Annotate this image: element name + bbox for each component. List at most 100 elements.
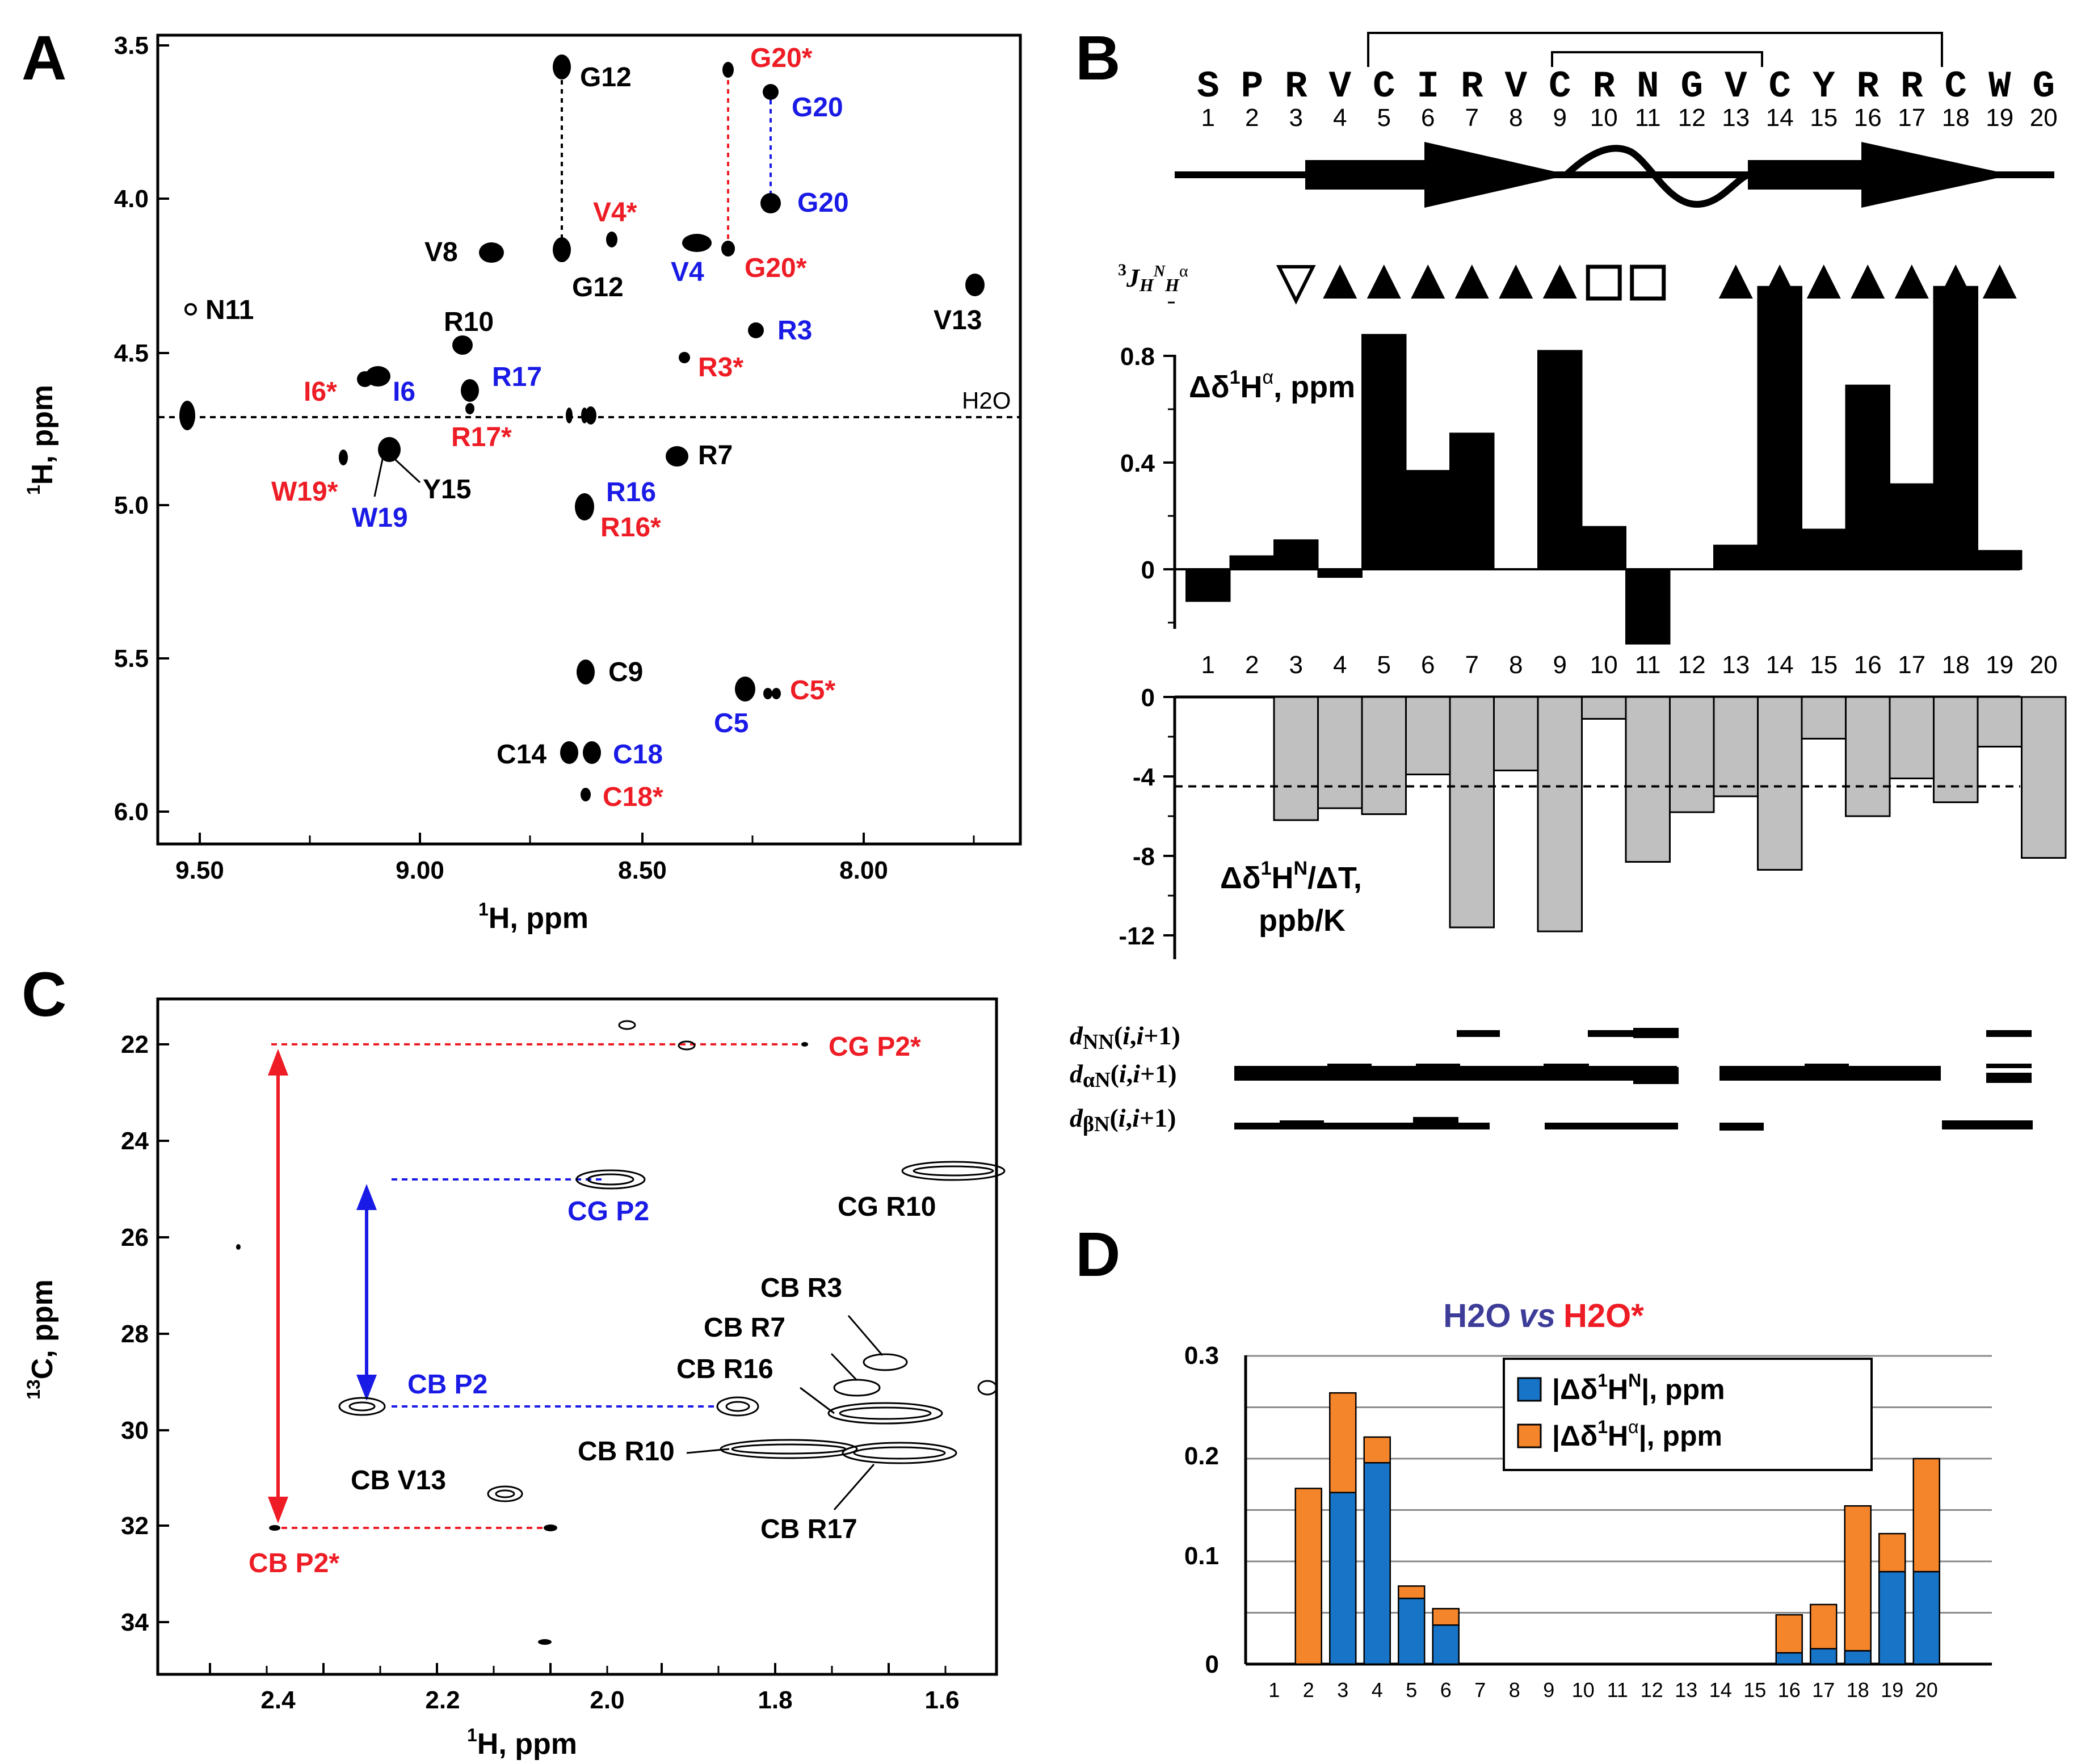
hn-residue-number: 10 [1590,651,1618,679]
panel-a-x-axis: 9.50 9.00 8.50 8.00 [175,833,975,884]
peak [581,408,588,423]
peak [236,1244,241,1250]
noe-bar [1544,1064,1589,1068]
d-xtick: 3 [1337,1678,1348,1702]
hn-title-n: N [1293,858,1307,879]
ha-bars [1185,285,2023,645]
noe-bar [1234,1123,1490,1129]
c-label: CB R10 [578,1437,675,1467]
panel-a-labels: G12 G20* G20 G20 V4* V8 G12 V4 G20* N11 … [205,43,982,812]
hn-residue-number: 13 [1722,651,1750,679]
d-bar-ha [1912,1458,1940,1573]
a-ytick: 4.5 [114,339,149,367]
peak [479,242,504,263]
peak-label: N11 [205,295,254,325]
a-xtick: 8.00 [839,856,888,884]
ha-title-unit: , ppm [1273,370,1355,404]
peak [678,1040,696,1051]
d-ytick: 0 [1205,1650,1219,1678]
peak [585,406,596,425]
noe-connectivities: dNN(i,i+1) dαN(i,i+1) dβN(i,i+1) [1070,1021,2033,1136]
residue-letter: V [1328,65,1351,108]
c-label: CB R17 [760,1514,857,1544]
lg-open: |Δδ [1552,1420,1597,1452]
peak [833,1379,881,1397]
c-label: CG R10 [838,1192,936,1222]
noe-bar [1805,1064,1849,1068]
noe-end: +1) [1140,1059,1177,1088]
residue-number: 7 [1465,104,1479,132]
hn-title-h: H [1271,861,1293,895]
d-xtick: 20 [1915,1678,1938,1702]
hn-tick-label: 0 [1141,684,1155,712]
ha-tick-label: 0.8 [1120,343,1155,371]
panel-letter-b: B [1075,23,1120,93]
noe-sub: βN [1083,1112,1109,1136]
j-coupling-label: 3JHNHα [1118,261,1188,295]
peak-label: R16* [600,513,661,543]
noe-bar [1457,1030,1500,1037]
residue-number: 19 [1986,104,2013,132]
residue-letter: G [1680,65,1703,108]
peak-label: R3* [698,352,743,383]
noe-label-an: dαN(i,i+1) [1070,1059,1177,1092]
hn-bar [1361,696,1407,815]
c-y-label-text: C, ppm [26,1279,59,1379]
legend-swatch-ha [1517,1423,1542,1448]
hn-bar [1537,696,1583,933]
j-up-triangle [1718,264,1753,299]
hn-bar [1889,696,1935,779]
ha-bar [1977,550,2023,570]
d-xtick: 2 [1303,1678,1314,1702]
noe-bar [1416,1064,1460,1068]
peak [839,1406,932,1420]
peak-label: C18* [603,782,663,812]
hn-residue-number: 11 [1635,651,1661,679]
residue-number: 8 [1509,104,1523,132]
hn-bar [1273,696,1319,821]
c-xtick: 2.4 [260,1686,296,1714]
peak-label: W19* [271,477,338,507]
legend-swatch-hn [1517,1377,1542,1402]
peak [553,54,571,79]
d-bar-hn [1810,1648,1838,1665]
beta-strand-arrow [1748,142,2012,208]
peak [461,379,479,402]
d-xtick: 19 [1881,1678,1903,1702]
d-title-b: H2O* [1563,1297,1644,1334]
peak [452,335,473,355]
d-xtick: 8 [1509,1678,1520,1702]
c-ytick: 26 [121,1224,149,1251]
panel-c-spectrum: 22 24 26 28 30 32 34 2.4 2.2 2.0 [23,997,1006,1761]
peak [575,493,594,520]
panel-a-frame [156,33,1022,846]
y15-leader [373,453,385,497]
lg-close: |, ppm [1641,1374,1725,1406]
peak [269,1525,280,1531]
peak [339,450,348,465]
hn-chart: 0 -4 -8 -12 Δδ1HN/ΔT, ppb/K [1119,684,2067,959]
hn-bar [1845,696,1891,817]
residue-number: 1 [1201,104,1215,132]
lg-open: |Δδ [1552,1374,1597,1406]
residue-letter: R [1285,65,1307,108]
residue-letter: V [1504,65,1527,108]
peak-label: G12 [580,62,632,93]
residue-number: 13 [1722,104,1750,132]
peak [179,401,195,430]
noe-bar [1588,1030,1633,1037]
peak [827,1402,943,1425]
peak [666,446,688,467]
peak-label: G20 [792,93,843,123]
hn-title-sup: 1 [1261,858,1272,879]
panel-c-peaks [338,1020,1006,1502]
ha-bar [1185,569,1231,602]
sequence-numbers: 1 2 3 4 5 6 7 8 9 10 11 12 13 14 15 16 17 18 19 20 [1201,104,2058,132]
hn-bar [1801,696,1847,740]
d-xtick: 4 [1372,1678,1383,1702]
peak [495,1489,515,1498]
hn-bar [1405,696,1451,775]
d-xtick: 12 [1641,1678,1663,1702]
d-bar-hn [1775,1652,1803,1665]
